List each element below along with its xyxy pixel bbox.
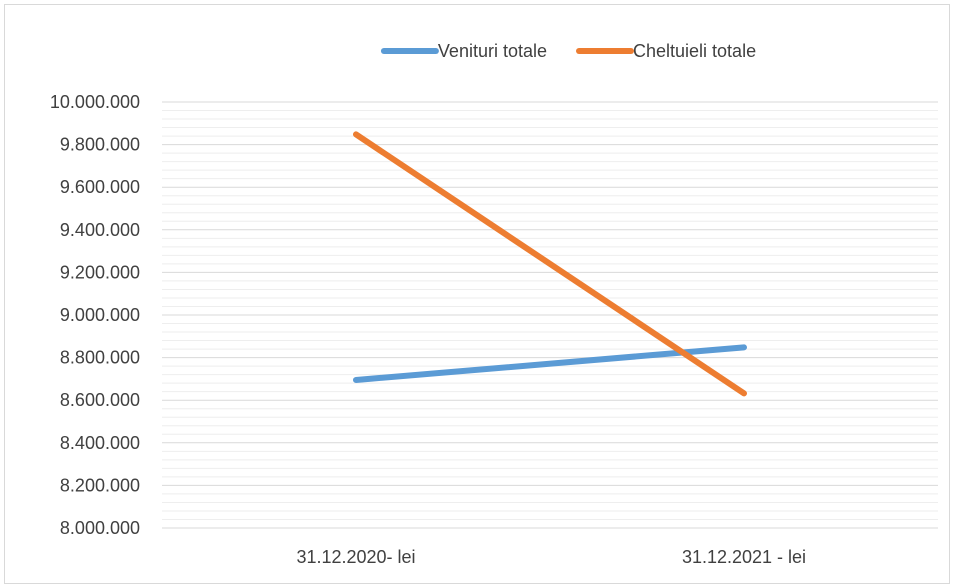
y-axis: 8.000.000 8.200.000 8.400.000 8.600.000 8.80… xyxy=(50,92,140,538)
legend-label: Venituri totale xyxy=(438,41,547,61)
legend-label: Cheltuieli totale xyxy=(633,41,756,61)
y-tick-label: 10.000.000 xyxy=(50,92,140,112)
legend: Venituri totale Cheltuieli totale xyxy=(384,41,756,61)
x-category-label: 31.12.2020- lei xyxy=(296,547,415,567)
y-tick-label: 8.600.000 xyxy=(60,390,140,410)
y-tick-label: 8.200.000 xyxy=(60,475,140,495)
y-tick-label: 9.600.000 xyxy=(60,177,140,197)
y-tick-label: 8.400.000 xyxy=(60,433,140,453)
x-axis: 31.12.2020- lei 31.12.2021 - lei xyxy=(296,547,806,567)
y-tick-label: 9.200.000 xyxy=(60,262,140,282)
x-category-label: 31.12.2021 - lei xyxy=(682,547,806,567)
y-tick-label: 9.800.000 xyxy=(60,135,140,155)
y-tick-label: 8.800.000 xyxy=(60,348,140,368)
y-tick-label: 9.000.000 xyxy=(60,305,140,325)
grid-lines xyxy=(162,102,938,528)
y-tick-label: 9.400.000 xyxy=(60,220,140,240)
y-tick-label: 8.000.000 xyxy=(60,518,140,538)
